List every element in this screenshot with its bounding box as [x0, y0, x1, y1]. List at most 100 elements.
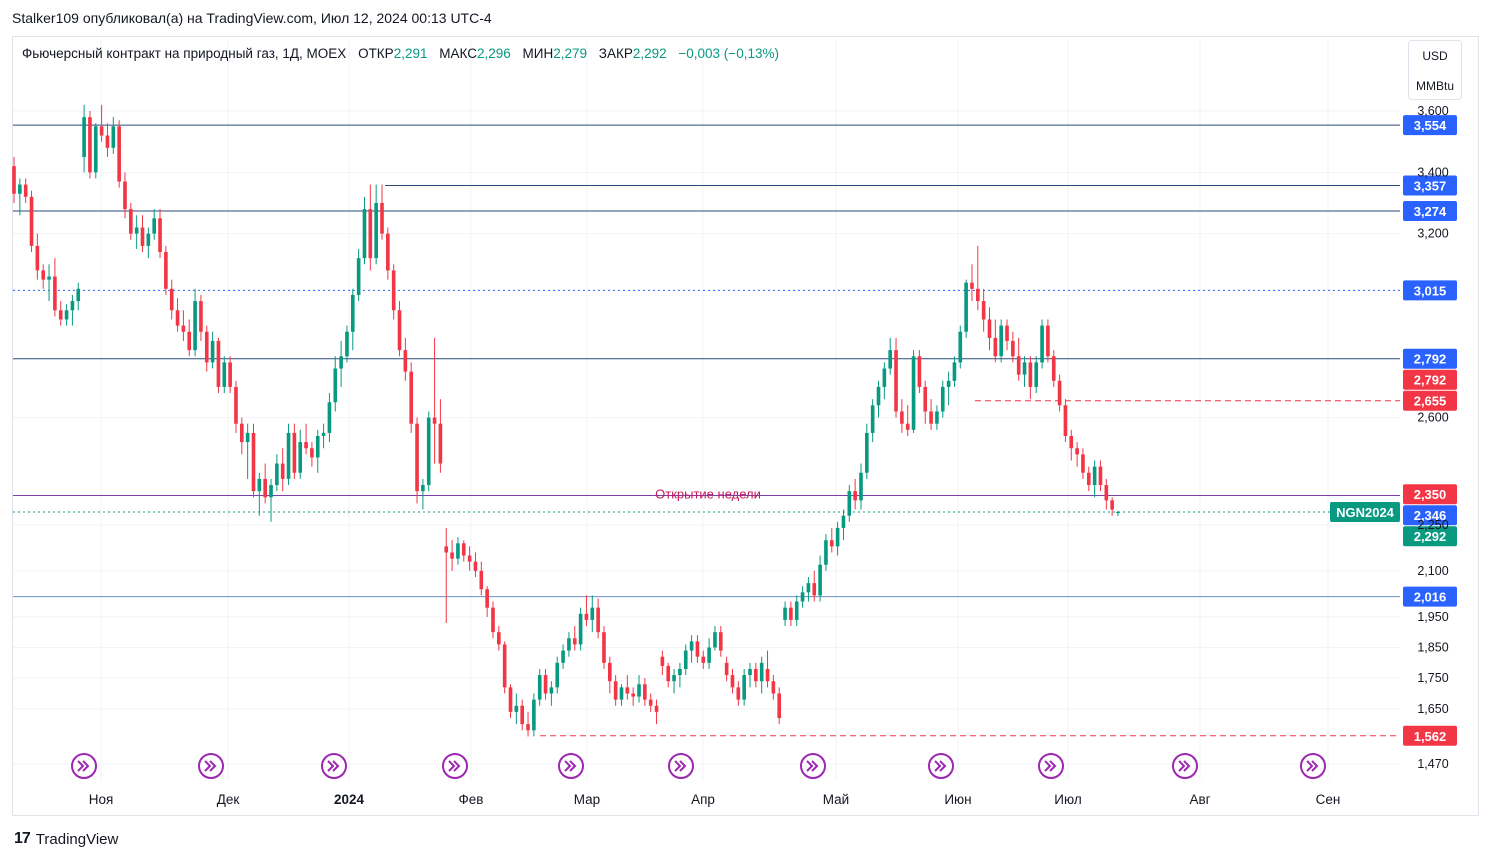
candle-body — [485, 589, 489, 608]
candle-body — [1063, 405, 1068, 436]
candle-body — [555, 662, 560, 688]
price-tag — [1403, 725, 1457, 746]
week-open-annotation[interactable]: Открытие недели — [655, 486, 761, 501]
candle-body — [461, 543, 466, 556]
candle-body — [695, 641, 700, 657]
candle-body — [164, 252, 168, 289]
candle-body — [590, 607, 595, 620]
candle-body — [181, 325, 186, 332]
candle-body — [549, 687, 554, 694]
price-tag — [1403, 200, 1457, 221]
event-icon[interactable] — [668, 753, 694, 779]
candle-body — [520, 705, 525, 725]
event-icon[interactable] — [928, 753, 954, 779]
candle-body — [409, 371, 414, 424]
candle-body — [1028, 362, 1033, 387]
candle-body — [532, 699, 536, 731]
candle-body — [718, 632, 723, 651]
candle-body — [497, 632, 501, 645]
candle-body — [759, 662, 764, 682]
open-value: 2,291 — [393, 46, 428, 61]
event-icon[interactable] — [1172, 753, 1198, 779]
candle-body — [771, 681, 776, 694]
candle-body — [689, 641, 694, 651]
candle-body — [280, 463, 285, 479]
candle-body — [537, 675, 542, 700]
candle-body — [806, 583, 811, 593]
price-tag — [1403, 390, 1457, 411]
candle-body — [1086, 472, 1091, 486]
candle-body — [47, 276, 51, 280]
candle-body — [859, 472, 863, 501]
candle-body — [1011, 340, 1015, 357]
candle-body — [216, 340, 221, 387]
price-tag-label: 2,016 — [1414, 590, 1447, 605]
candle-body — [380, 202, 384, 234]
candle-body — [356, 258, 361, 295]
change-value: −0,003 (−0,13%) — [678, 46, 779, 61]
publish-info: Stalker109 опубликовал(а) на TradingView… — [12, 10, 492, 26]
symbol-title: Фьючерсный контракт на природный газ, 1Д… — [22, 46, 347, 61]
event-icon[interactable] — [1038, 753, 1064, 779]
candle-body — [1040, 325, 1044, 363]
candle-body — [648, 699, 653, 706]
candle-body — [730, 675, 735, 688]
low-value: 2,279 — [553, 46, 588, 61]
candle-body — [888, 350, 893, 369]
candle-body — [1051, 356, 1056, 381]
x-tick-label: Апр — [691, 792, 715, 807]
candle-body — [783, 607, 787, 620]
price-tag-label: 2,346 — [1414, 508, 1447, 523]
candle-body — [742, 675, 746, 700]
candle-body — [234, 386, 238, 424]
candle-body — [882, 368, 887, 387]
candle-body — [467, 555, 472, 562]
candle-body — [292, 432, 297, 473]
candle-body — [23, 184, 28, 197]
candle-body — [35, 245, 40, 271]
x-tick-label: Июл — [1054, 792, 1081, 807]
open-label: ОТКР — [358, 46, 394, 61]
candle-body — [940, 386, 945, 412]
candle-body — [444, 546, 449, 553]
event-icon[interactable] — [71, 753, 97, 779]
candle-body — [321, 432, 326, 436]
candle-body — [1005, 325, 1009, 341]
candle-body — [479, 570, 484, 590]
candle-body — [146, 233, 151, 246]
candle-body — [1022, 362, 1027, 375]
currency-unit-selector[interactable]: USD MMBtu — [1408, 40, 1462, 100]
event-icon[interactable] — [321, 753, 347, 779]
candle-body — [386, 233, 390, 271]
candle-body — [456, 543, 460, 559]
symbol-tag-label: NGN2024 — [1336, 505, 1395, 520]
candle-body — [117, 126, 121, 182]
candle-body — [1092, 466, 1097, 486]
price-tag — [1403, 115, 1457, 136]
candle-body — [923, 386, 928, 412]
candle-body — [129, 209, 133, 234]
tradingview-logo-icon: 17 — [14, 830, 31, 847]
event-icon[interactable] — [198, 753, 224, 779]
candle-body — [239, 423, 244, 443]
event-icon[interactable] — [800, 753, 826, 779]
x-tick-label: Ноя — [89, 792, 114, 807]
candle-body — [607, 662, 612, 682]
candle-body — [491, 607, 495, 633]
candle-body — [438, 423, 443, 464]
event-icon[interactable] — [558, 753, 584, 779]
candle-body — [403, 350, 408, 372]
candle-body — [1081, 454, 1085, 473]
candle-body — [672, 675, 676, 682]
candle-body — [315, 435, 320, 458]
y-tick-label: 1,650 — [1417, 702, 1448, 716]
event-icon[interactable] — [442, 753, 468, 779]
event-icon[interactable] — [1300, 753, 1326, 779]
candle-body — [245, 432, 250, 443]
candle-body — [654, 705, 659, 712]
price-tag — [1403, 526, 1457, 547]
candle-body — [683, 650, 688, 669]
footer[interactable]: 17 TradingView — [14, 830, 118, 848]
candle-body — [970, 282, 974, 289]
